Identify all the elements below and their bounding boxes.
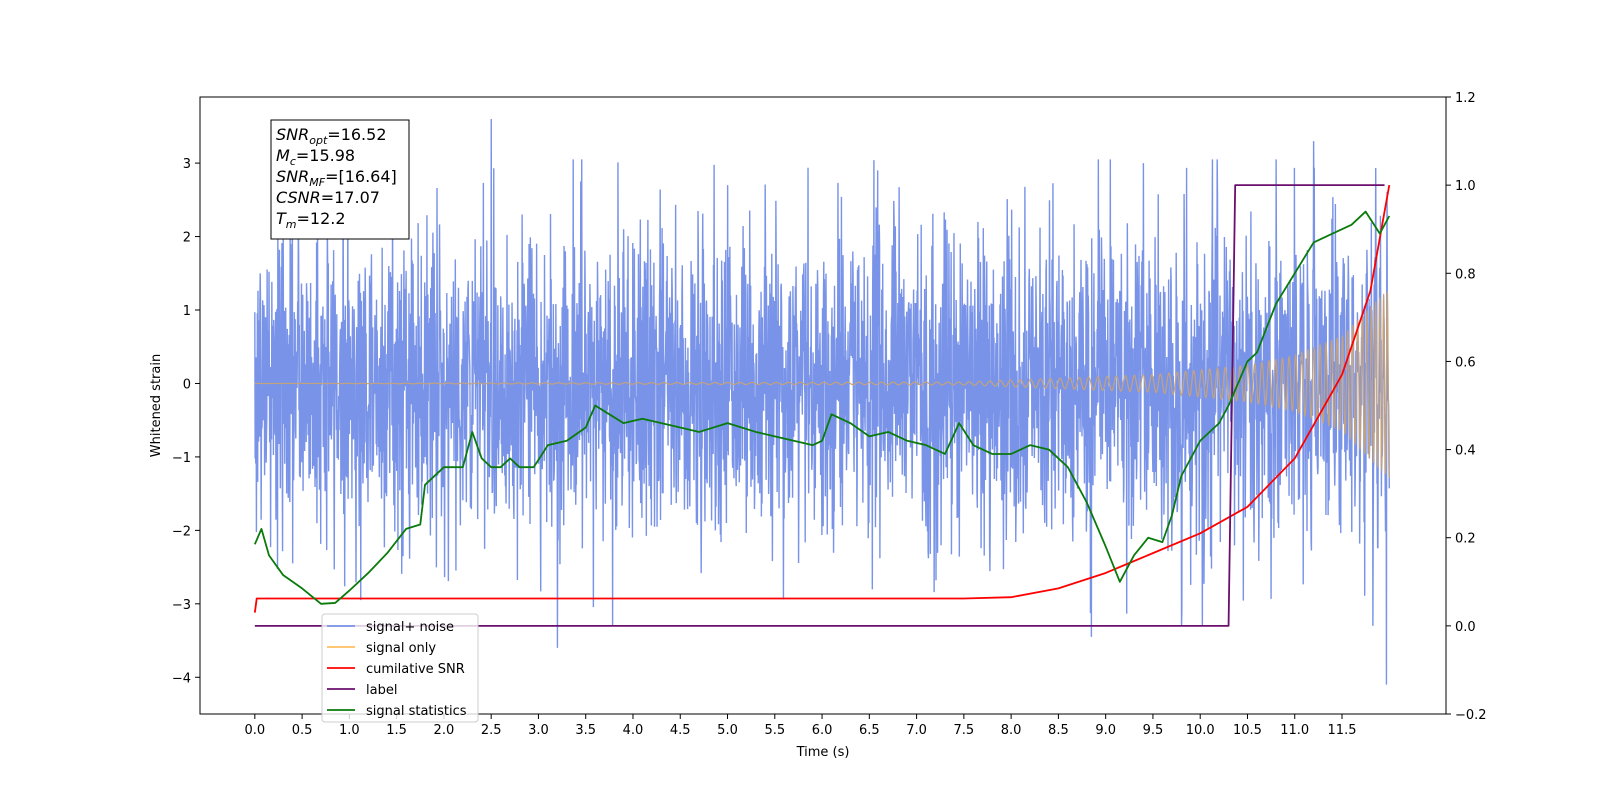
series-cumilative-snr bbox=[253, 184, 1391, 613]
y-left-tick-label: −3 bbox=[172, 598, 191, 613]
y-left-tick-label: 3 bbox=[183, 157, 191, 172]
info-box bbox=[270, 119, 410, 240]
y-right-tick-label: 1.0 bbox=[1455, 179, 1476, 194]
y-right-tick-label: −0.2 bbox=[1455, 708, 1487, 723]
info-line: Mc=15.98 bbox=[276, 146, 355, 168]
y-left-tick-label: 2 bbox=[183, 231, 191, 246]
legend-label: signal only bbox=[366, 641, 436, 656]
info-line: SNRopt=16.52 bbox=[276, 125, 387, 147]
y-right-tick-label: 1.2 bbox=[1455, 91, 1476, 106]
series-label bbox=[254, 184, 1385, 627]
x-tick-label: 1.5 bbox=[386, 723, 407, 738]
y-left-tick-label: 0 bbox=[183, 377, 191, 392]
legend-label: label bbox=[366, 683, 397, 698]
legend-label: cumilative SNR bbox=[366, 662, 465, 677]
info-line: SNRMF=[16.64] bbox=[276, 167, 397, 189]
x-tick-label: 2.5 bbox=[481, 723, 502, 738]
series-signal-noise bbox=[254, 119, 1390, 685]
info-line: CSNR=17.07 bbox=[276, 188, 380, 207]
x-tick-label: 9.0 bbox=[1095, 723, 1116, 738]
y-left-tick-label: 1 bbox=[183, 304, 191, 319]
series-signal-only bbox=[254, 291, 1390, 478]
plot-area bbox=[253, 119, 1391, 685]
y-right-tick-label: 0.2 bbox=[1455, 532, 1476, 547]
x-tick-label: 7.5 bbox=[954, 723, 975, 738]
x-tick-label: 11.0 bbox=[1280, 723, 1309, 738]
legend bbox=[321, 613, 479, 723]
legend-label: signal+ noise bbox=[366, 620, 454, 635]
info-line: Tm=12.2 bbox=[276, 209, 346, 231]
x-tick-label: 4.5 bbox=[670, 723, 691, 738]
x-tick-label: 0.5 bbox=[292, 723, 313, 738]
y-right-tick-label: 0.4 bbox=[1455, 444, 1476, 459]
x-tick-label: 9.5 bbox=[1143, 723, 1164, 738]
x-tick-label: 3.0 bbox=[528, 723, 549, 738]
x-tick-label: 8.5 bbox=[1048, 723, 1069, 738]
series-signal-statistics bbox=[254, 210, 1391, 605]
x-tick-label: 11.5 bbox=[1328, 723, 1357, 738]
y-right-tick-label: 0.6 bbox=[1455, 355, 1476, 370]
x-tick-label: 7.0 bbox=[906, 723, 927, 738]
x-tick-label: 8.0 bbox=[1001, 723, 1022, 738]
legend-label: signal statistics bbox=[366, 704, 467, 719]
y-left-tick-label: −2 bbox=[172, 524, 191, 539]
y-axis-label: Whitened strain bbox=[149, 354, 164, 457]
x-tick-label: 3.5 bbox=[575, 723, 596, 738]
x-tick-label: 4.0 bbox=[623, 723, 644, 738]
x-axis-label: Time (s) bbox=[796, 745, 850, 760]
x-tick-label: 6.0 bbox=[812, 723, 833, 738]
x-tick-label: 5.0 bbox=[717, 723, 738, 738]
x-tick-label: 10.0 bbox=[1186, 723, 1215, 738]
x-tick-label: 10.5 bbox=[1233, 723, 1262, 738]
x-tick-label: 0.0 bbox=[244, 723, 265, 738]
x-tick-label: 6.5 bbox=[859, 723, 880, 738]
x-tick-label: 1.0 bbox=[339, 723, 360, 738]
x-tick-label: 2.0 bbox=[434, 723, 455, 738]
y-left-tick-label: −4 bbox=[172, 671, 191, 686]
x-tick-label: 5.5 bbox=[764, 723, 785, 738]
plot-frame bbox=[199, 96, 1447, 715]
y-right-tick-label: 0.0 bbox=[1455, 620, 1476, 635]
y-right-tick-label: 0.8 bbox=[1455, 267, 1476, 282]
y-left-tick-label: −1 bbox=[172, 451, 191, 466]
